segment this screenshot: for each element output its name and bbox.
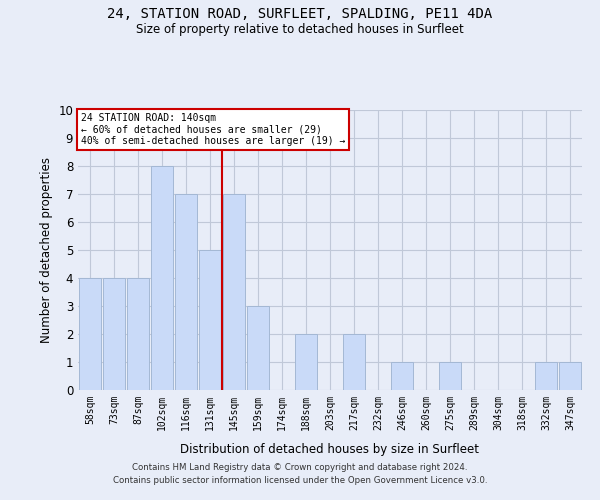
Bar — [127, 278, 149, 390]
Bar — [199, 250, 221, 390]
Bar — [391, 362, 413, 390]
Bar — [151, 166, 173, 390]
Bar — [535, 362, 557, 390]
Bar — [439, 362, 461, 390]
Text: Distribution of detached houses by size in Surfleet: Distribution of detached houses by size … — [181, 442, 479, 456]
Bar — [295, 334, 317, 390]
Bar — [559, 362, 581, 390]
Text: Contains HM Land Registry data © Crown copyright and database right 2024.: Contains HM Land Registry data © Crown c… — [132, 464, 468, 472]
Bar — [79, 278, 101, 390]
Bar — [175, 194, 197, 390]
Bar — [247, 306, 269, 390]
Text: Size of property relative to detached houses in Surfleet: Size of property relative to detached ho… — [136, 22, 464, 36]
Text: Contains public sector information licensed under the Open Government Licence v3: Contains public sector information licen… — [113, 476, 487, 485]
Bar — [343, 334, 365, 390]
Bar — [103, 278, 125, 390]
Text: 24, STATION ROAD, SURFLEET, SPALDING, PE11 4DA: 24, STATION ROAD, SURFLEET, SPALDING, PE… — [107, 8, 493, 22]
Bar — [223, 194, 245, 390]
Y-axis label: Number of detached properties: Number of detached properties — [40, 157, 53, 343]
Text: 24 STATION ROAD: 140sqm
← 60% of detached houses are smaller (29)
40% of semi-de: 24 STATION ROAD: 140sqm ← 60% of detache… — [80, 113, 345, 146]
